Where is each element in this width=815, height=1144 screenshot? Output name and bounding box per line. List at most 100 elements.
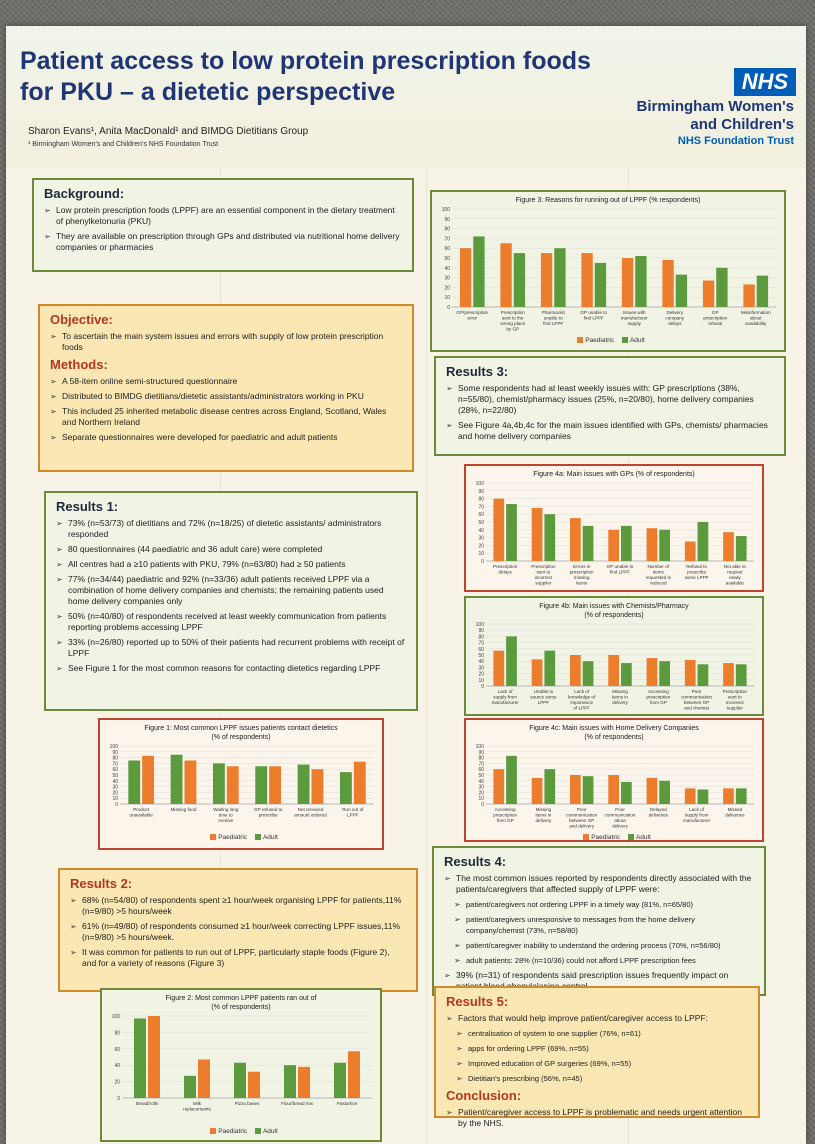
x-tick-label: Missing	[536, 807, 552, 812]
x-tick-label: GP refused to	[254, 807, 283, 812]
x-tick-label: importance	[570, 700, 593, 705]
bar-paediatric	[198, 1059, 210, 1098]
y-tick-label: 70	[478, 504, 484, 510]
x-tick-label: Pizza bases	[235, 1101, 260, 1106]
legend-label-paediatric: Paediatric	[585, 337, 615, 344]
x-tick-label: from GP	[650, 700, 667, 705]
objective-item: To ascertain the main system issues and …	[50, 331, 402, 353]
figure4c-box: Figure 4c: Main issues with Home Deliver…	[464, 718, 764, 842]
x-tick-label: unavailable	[130, 813, 154, 818]
trust-sub: NHS Foundation Trust	[677, 135, 794, 147]
results3-heading: Results 3:	[446, 364, 509, 379]
x-tick-label: refusal	[708, 321, 722, 326]
x-tick-label: delivery	[612, 700, 629, 705]
bar-adult	[134, 1018, 146, 1098]
x-tick-label: manufacturer	[621, 316, 649, 321]
y-tick-label: 80	[478, 634, 484, 640]
x-tick-label: replacements	[183, 1107, 211, 1112]
bar-paediatric	[723, 532, 734, 561]
x-tick-label: delays	[499, 570, 513, 575]
x-tick-label: supplier	[535, 581, 552, 586]
poster: Patient access to low protein prescripti…	[6, 26, 806, 1144]
y-tick-label: 0	[481, 559, 484, 565]
y-tick-label: 50	[478, 653, 484, 659]
x-tick-label: prescription	[646, 695, 670, 700]
x-tick-label: available	[726, 581, 745, 586]
x-tick-label: Product	[133, 807, 150, 812]
results2-item: It was common for patients to run out of…	[70, 947, 406, 969]
figure4c-subtitle: (% of respondents)	[584, 734, 644, 741]
x-tick-label: LPPF	[347, 813, 359, 818]
x-tick-label: find LPPF	[584, 316, 604, 321]
bar-adult	[513, 253, 526, 307]
legend-swatch-adult	[254, 1128, 261, 1135]
legend-label-paediatric: Paediatric	[218, 834, 248, 841]
x-tick-label: Prescription	[493, 564, 518, 569]
bar-paediatric	[531, 777, 543, 804]
bar-paediatric	[493, 769, 505, 804]
bar-paediatric	[459, 248, 472, 307]
bar-adult	[255, 766, 268, 804]
bar-adult	[544, 769, 556, 804]
y-tick-label: 60	[112, 767, 118, 773]
results5-intro: Factors that would help improve patient/…	[446, 1013, 748, 1024]
x-tick-label: Prescription	[723, 689, 748, 694]
bar-adult	[756, 275, 769, 307]
y-tick-label: 50	[478, 773, 484, 779]
results4-sub-item: patient/caregivers not ordering LPPF in …	[444, 899, 754, 910]
bar-adult	[697, 789, 709, 804]
y-tick-label: 0	[117, 1096, 120, 1102]
x-tick-label: Not received	[298, 807, 324, 812]
figure4a-chart: 0102030405060708090100Prescriptiondelays…	[476, 481, 754, 586]
bar-paediatric	[493, 498, 505, 561]
bar-adult	[675, 274, 688, 307]
x-tick-label: Delayed	[650, 807, 667, 812]
results3-item: See Figure 4a,4b,4c for the main issues …	[446, 420, 774, 442]
fold-line	[426, 26, 427, 1144]
results2-item: 68% (n=54/80) of respondents spent ≥1 ho…	[70, 895, 406, 917]
x-tick-label: sent to	[728, 695, 742, 700]
results4-section: Results 4: The most common issues report…	[432, 846, 766, 996]
bar-paediatric	[702, 280, 715, 307]
x-tick-label: Flour/bread mix	[281, 1101, 314, 1106]
bar-paediatric	[646, 528, 658, 561]
x-tick-label: supplier	[727, 706, 744, 711]
results1-item: 80 questionnaires (44 paediatric and 36 …	[56, 544, 406, 555]
results4-sub-item: adult patients: 28% (n=10/36) could not …	[444, 955, 754, 966]
bar-paediatric	[723, 788, 734, 804]
bar-adult	[170, 754, 183, 804]
bar-paediatric	[569, 518, 581, 561]
bar-adult	[621, 781, 632, 804]
results4-intro: The most common issues reported by respo…	[444, 873, 754, 895]
bar-adult	[582, 776, 594, 804]
objective-methods-section: Objective: To ascertain the main system …	[38, 304, 414, 472]
y-tick-label: 80	[444, 227, 450, 233]
x-tick-label: prescribe	[259, 813, 278, 818]
figure4a-title: Figure 4a: Main issues with GPs (% of re…	[533, 471, 695, 478]
x-tick-label: Refusal to	[686, 564, 707, 569]
bar-paediatric	[493, 650, 505, 686]
bar-adult	[234, 1062, 246, 1098]
results1-item: 33% (n=26/80) reported up to 50% of thei…	[56, 637, 406, 659]
bar-adult	[697, 522, 709, 561]
x-tick-label: company	[665, 316, 684, 321]
x-tick-label: Pharmacist	[542, 310, 566, 315]
x-tick-label: requested is	[646, 575, 672, 580]
bar-adult	[621, 525, 632, 561]
x-tick-label: prescription	[493, 813, 517, 818]
bar-adult	[339, 772, 352, 804]
x-tick-label: about	[614, 818, 626, 823]
bar-paediatric	[743, 284, 755, 307]
bar-adult	[697, 664, 709, 686]
bar-paediatric	[684, 541, 696, 561]
x-tick-label: prescription	[703, 316, 727, 321]
x-tick-label: knowledge of	[568, 695, 596, 700]
x-tick-label: manufacturer	[683, 818, 711, 823]
x-tick-label: Number of	[648, 564, 670, 569]
y-tick-label: 10	[478, 678, 484, 684]
x-tick-label: deliveries	[725, 813, 745, 818]
x-tick-label: source some	[530, 695, 557, 700]
x-tick-label: supply	[628, 321, 642, 326]
y-tick-label: 90	[444, 217, 450, 223]
